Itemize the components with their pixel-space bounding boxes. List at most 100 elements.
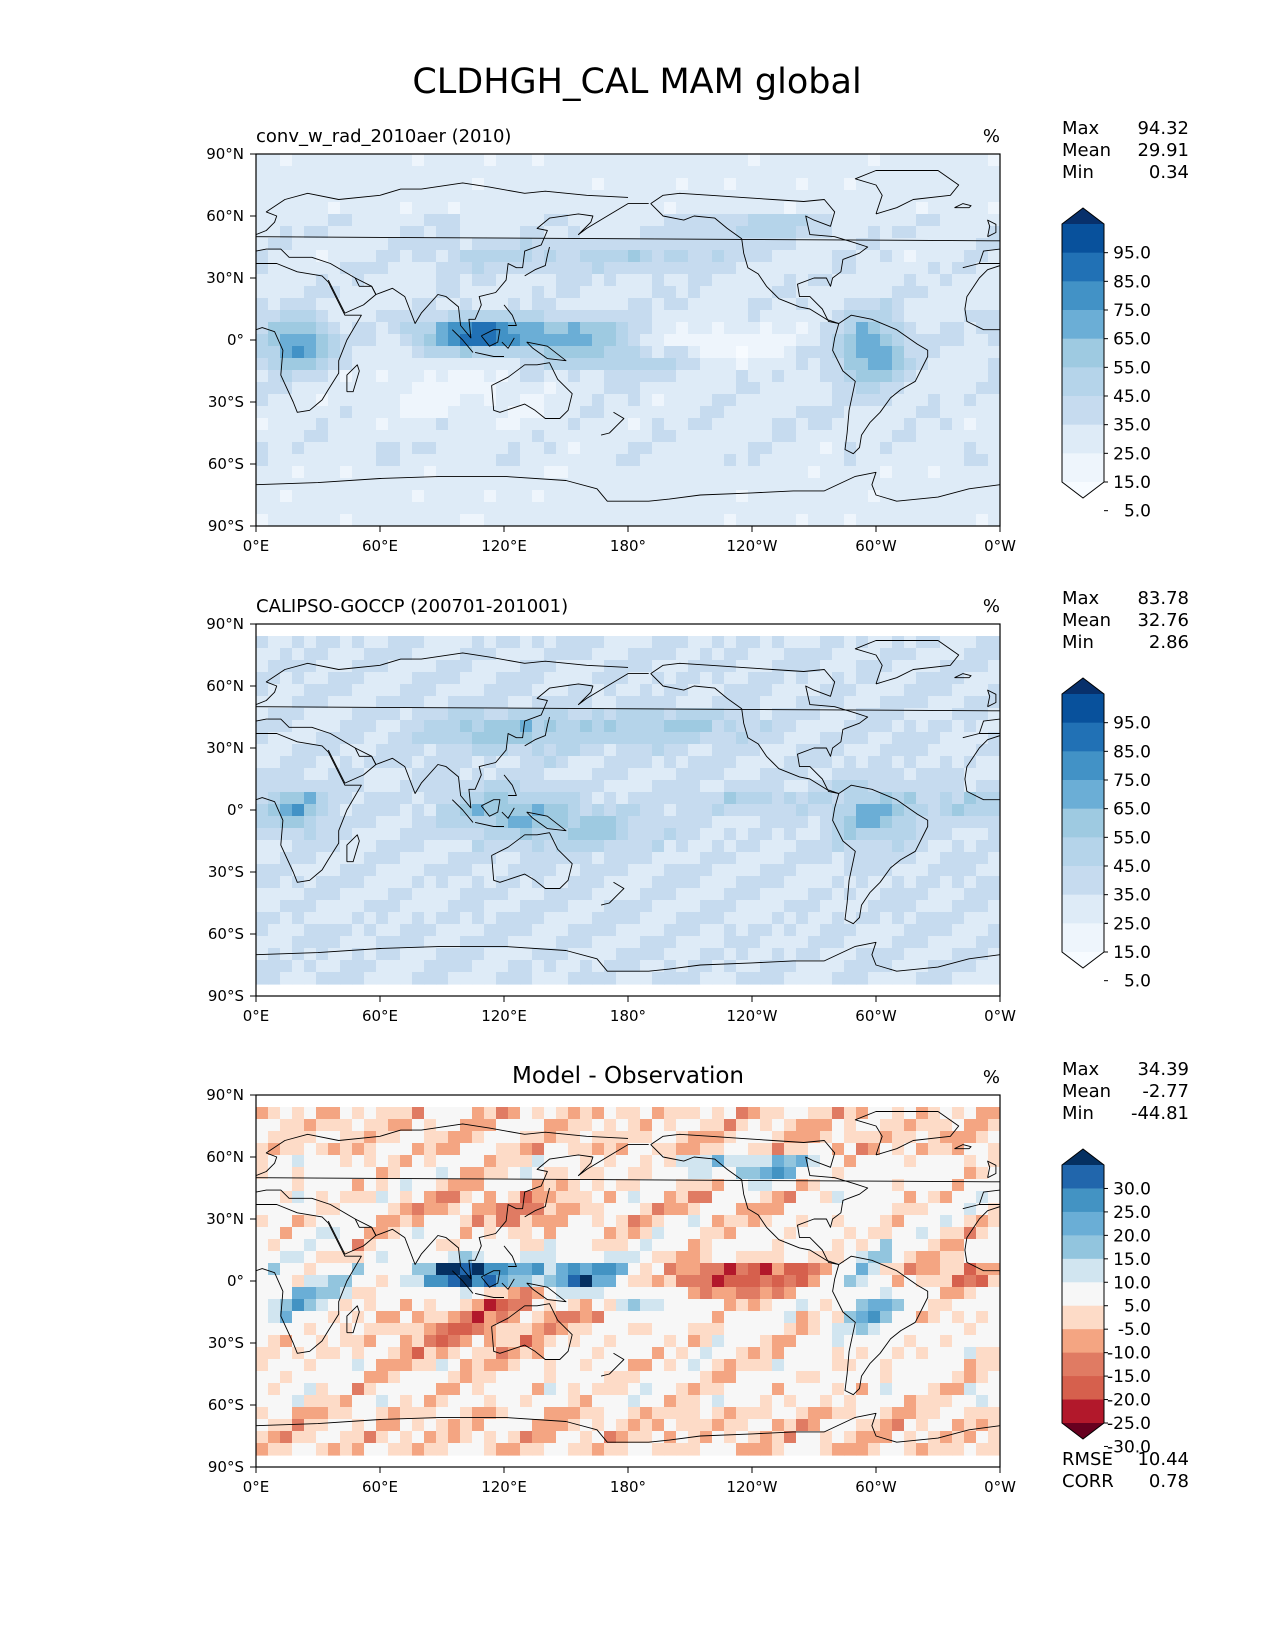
figure-title: CLDHGH_CAL MAM global [412, 62, 861, 102]
y-tick-label: 60°N [206, 207, 244, 225]
colorbar-label: -5.0 [1118, 1320, 1151, 1340]
x-tick-label: 120°E [481, 1478, 527, 1496]
colorbar-label: 25.0 [1113, 914, 1151, 934]
colorbar-band [1062, 252, 1104, 282]
x-tick-label: 0°W [984, 1007, 1016, 1025]
y-tick-label: 0° [227, 801, 244, 819]
y-tick-label: 90°S [208, 517, 244, 535]
map-field [256, 1095, 1000, 1467]
colorbar: 95.0 85.0 75.0 65.0 55.0 45.0 35.0 25.0 15.0 5.0 [1061, 677, 1151, 992]
extra-stat-value: 10.44 [1137, 1449, 1189, 1470]
colorbar-band [1062, 722, 1104, 752]
colorbar-band [1062, 1165, 1104, 1189]
stat-label: Min [1062, 162, 1094, 183]
colorbar-label: -20.0 [1107, 1391, 1151, 1411]
colorbar-band [1062, 424, 1104, 454]
stat-value: 83.78 [1137, 588, 1189, 609]
colorbar-band [1062, 1258, 1104, 1283]
colorbar-label: 85.0 [1113, 272, 1151, 292]
colorbar-label: 20.0 [1113, 1226, 1151, 1246]
colorbar-band [1062, 837, 1104, 867]
stat-value: 34.39 [1137, 1059, 1189, 1080]
colorbar-band [1062, 281, 1104, 311]
colorbar-band [1062, 1282, 1104, 1307]
colorbar-label: 45.0 [1113, 387, 1151, 407]
colorbar-band [1062, 1211, 1104, 1236]
map-field [256, 154, 1000, 526]
units-label: % [983, 1067, 1000, 1088]
colorbar-band [1062, 780, 1104, 810]
colorbar-band [1062, 1352, 1104, 1377]
stat-value: 94.32 [1137, 118, 1189, 139]
y-tick-label: 90°N [206, 615, 244, 633]
colorbar-band [1062, 338, 1104, 368]
panel-obs: CALIPSO-GOCCP (200701-201001) % 0°E 60°E 120… [206, 588, 1189, 1025]
x-tick-label: 0°W [984, 1478, 1016, 1496]
colorbar-extend-max [1062, 1149, 1104, 1165]
x-tick-label: 180° [610, 1478, 646, 1496]
y-tick-label: 60°S [208, 455, 244, 473]
y-tick-label: 30°N [206, 739, 244, 757]
colorbar-label: 55.0 [1113, 358, 1151, 378]
x-tick-label: 180° [610, 1007, 646, 1025]
stat-label: Max [1062, 1059, 1100, 1080]
colorbar-band [1062, 808, 1104, 838]
y-tick-label: 30°N [206, 269, 244, 287]
x-tick-label: 0°W [984, 537, 1016, 555]
colorbar-extend-max [1062, 208, 1104, 224]
colorbar-label: 85.0 [1113, 742, 1151, 762]
colorbar-label: 15.0 [1113, 473, 1151, 493]
y-tick-label: 0° [227, 1272, 244, 1290]
y-tick-label: 90°N [206, 145, 244, 163]
colorbar-band [1062, 367, 1104, 397]
colorbar-label: 5.0 [1124, 1297, 1151, 1317]
extra-stat-value: 0.78 [1149, 1471, 1189, 1492]
stat-value: -44.81 [1131, 1103, 1189, 1124]
panel-title: conv_w_rad_2010aer (2010) [256, 126, 511, 147]
colorbar-label: -15.0 [1107, 1367, 1151, 1387]
x-tick-label: 60°W [855, 537, 897, 555]
map-field [256, 624, 1000, 996]
colorbar-label: 95.0 [1113, 714, 1151, 734]
colorbar-label: 15.0 [1113, 943, 1151, 963]
x-tick-label: 120°E [481, 537, 527, 555]
panel-diff: Model - Observation % 0°E 60°E 120°E 180° 120°… [206, 1059, 1189, 1496]
stat-label: Max [1062, 118, 1100, 139]
x-tick-label: 60°W [855, 1007, 897, 1025]
colorbar-band [1062, 396, 1104, 426]
y-tick-label: 30°S [208, 1334, 244, 1352]
colorbar-label: 75.0 [1113, 771, 1151, 791]
colorbar-band [1062, 1188, 1104, 1213]
panel-title: CALIPSO-GOCCP (200701-201001) [256, 596, 568, 617]
stat-label: Max [1062, 588, 1100, 609]
colorbar-label: 35.0 [1113, 886, 1151, 906]
x-tick-label: 60°E [362, 537, 398, 555]
colorbar-label: 25.0 [1113, 444, 1151, 464]
stat-label: Mean [1062, 1081, 1111, 1102]
colorbar-label: 95.0 [1113, 244, 1151, 264]
colorbar-label: 5.0 [1124, 502, 1151, 522]
colorbar-label: 15.0 [1113, 1250, 1151, 1270]
x-tick-label: 120°E [481, 1007, 527, 1025]
colorbar: 95.0 85.0 75.0 65.0 55.0 45.0 35.0 25.0 15.0 5.0 [1061, 207, 1151, 522]
stat-value: -2.77 [1142, 1081, 1189, 1102]
colorbar-label: 35.0 [1113, 416, 1151, 436]
stat-label: Min [1062, 1103, 1094, 1124]
colorbar-band [1062, 224, 1104, 254]
colorbar-band [1062, 894, 1104, 924]
stat-label: Mean [1062, 610, 1111, 631]
colorbar-band [1062, 453, 1104, 483]
colorbar-band [1062, 866, 1104, 896]
y-tick-label: 60°S [208, 925, 244, 943]
x-tick-label: 60°W [855, 1478, 897, 1496]
panel-title: Model - Observation [512, 1063, 744, 1089]
y-tick-label: 90°N [206, 1086, 244, 1104]
x-tick-label: 120°W [727, 1478, 778, 1496]
stat-value: 32.76 [1137, 610, 1189, 631]
colorbar-band [1062, 694, 1104, 724]
colorbar-label: 65.0 [1113, 800, 1151, 820]
colorbar-label: 5.0 [1124, 972, 1151, 992]
colorbar-extend-min [1062, 482, 1104, 498]
coastlines [256, 640, 1000, 972]
colorbar-band [1062, 751, 1104, 781]
